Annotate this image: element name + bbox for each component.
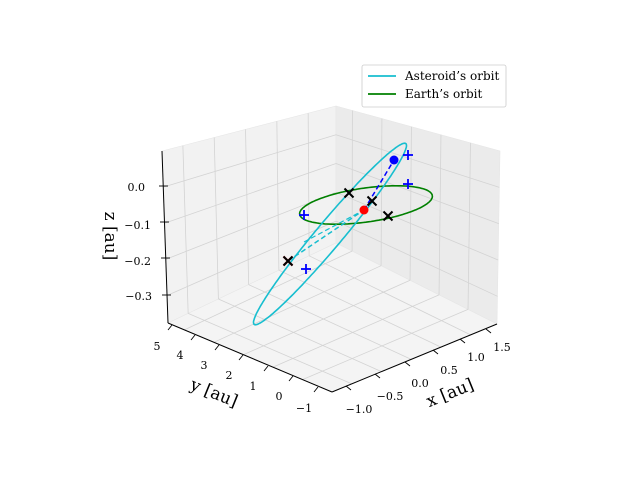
grid-line [184, 250, 353, 331]
z-tick-labels: 0.0 −0.1 −0.2 −0.3 [124, 181, 152, 303]
grid-line [272, 294, 440, 368]
grid-line [335, 163, 499, 225]
axis-lines [161, 150, 498, 393]
asteroid-orbit-line [252, 142, 408, 326]
grid-line [278, 269, 442, 348]
x-tick [374, 373, 381, 379]
sun-dot [359, 205, 369, 215]
y-tick-labels: 5 4 3 2 1 0 −1 [154, 340, 313, 415]
grid-line [438, 134, 442, 295]
x-tick-labels: −1.0 −0.5 0.0 0.5 1.0 1.5 [346, 341, 511, 416]
x-tick-label: 1.5 [493, 341, 511, 354]
blue-plus-marker [403, 150, 413, 160]
x-axis-line [331, 323, 498, 393]
black-x-marker [282, 255, 294, 267]
legend-box [361, 64, 507, 108]
x-tick-label: 0.5 [440, 364, 458, 377]
grid-line [335, 134, 500, 188]
y-tick-label: 2 [226, 369, 233, 382]
y-tick [313, 386, 319, 393]
grid-line [243, 279, 411, 356]
y-tick [288, 375, 294, 382]
blue-plus-marker [301, 264, 311, 274]
x-tick-label: −1.0 [346, 403, 373, 416]
y-tick [190, 334, 196, 341]
z-axis-label: z [au] [100, 212, 120, 261]
grid-line [308, 255, 471, 336]
grid-line [213, 265, 382, 343]
position-dashed-line [363, 159, 395, 211]
grid-line [302, 309, 469, 380]
y-axis-line [167, 322, 333, 393]
grid-line [335, 220, 498, 297]
y-tick-label: 4 [177, 349, 184, 362]
legend: Asteroid’s orbit Earth’s orbit [361, 64, 507, 108]
x-axis-label: x [au] [424, 375, 477, 412]
grid-line [163, 134, 337, 188]
x-tick [345, 385, 352, 391]
z-tick-label: −0.1 [124, 219, 151, 232]
x-tick-label: 1.0 [467, 351, 485, 364]
grid-line [165, 191, 337, 260]
x-tick [432, 349, 439, 355]
grid-line [248, 284, 412, 360]
tick-marks [159, 185, 492, 393]
grid-line [188, 313, 352, 385]
asteroid-position-dot [389, 155, 399, 165]
x-tick [485, 328, 492, 334]
y-tick-label: 3 [201, 359, 208, 372]
y-tick [214, 344, 220, 351]
y-tick-label: −1 [296, 402, 312, 415]
legend-label-asteroid: Asteroid’s orbit [404, 69, 499, 83]
legend-label-earth: Earth’s orbit [405, 87, 482, 101]
grid-line [166, 220, 337, 296]
black-x-marker [366, 195, 378, 207]
grid-line [218, 298, 382, 372]
grid-line [409, 126, 412, 281]
blue-plus-marker [299, 210, 309, 220]
y-tick [238, 354, 244, 361]
asteroid-dashed-line-2 [303, 209, 365, 243]
z-tick-label: −0.3 [125, 290, 152, 303]
x-tick [459, 338, 466, 344]
y-tick-label: 5 [154, 340, 161, 353]
grid-line [467, 142, 471, 310]
y-tick-label: 1 [250, 380, 257, 393]
black-x-marker [343, 187, 355, 199]
y-tick-label: 0 [276, 390, 283, 403]
grid-line [213, 137, 219, 300]
z-tick-label: 0.0 [128, 181, 146, 194]
y-tick [167, 324, 173, 331]
grid-line [245, 129, 250, 285]
x-tick-label: −0.5 [377, 390, 404, 403]
grid-line [307, 113, 310, 256]
grid-line [380, 118, 383, 266]
z-tick-label: −0.2 [124, 255, 151, 268]
black-x-marker [382, 210, 394, 222]
blue-plus-marker [403, 179, 413, 189]
x-tick-label: 0.0 [411, 377, 429, 390]
z-axis-line [161, 150, 169, 324]
grid-line [182, 145, 189, 314]
y-tick [263, 365, 269, 372]
grid-line [335, 191, 499, 261]
grid-line [164, 163, 337, 224]
grid-line [276, 121, 280, 271]
markers [282, 150, 413, 274]
x-tick [404, 361, 411, 367]
asteroid-dashed-line [287, 209, 365, 262]
